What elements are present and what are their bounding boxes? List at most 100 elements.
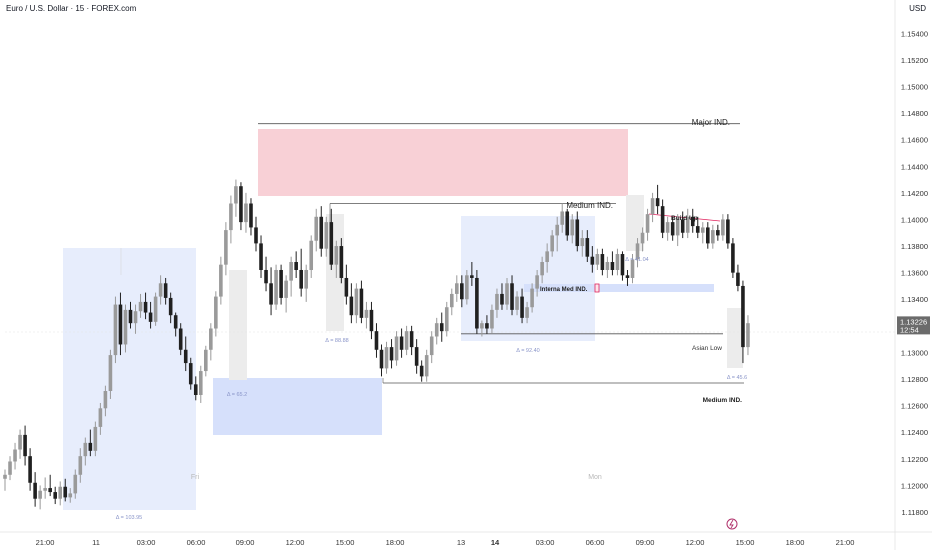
candle [731,238,735,278]
candle-body [394,336,399,361]
x-tick-label: 11 [92,538,100,547]
candle [695,216,700,239]
label-build-up: Build Up [671,215,698,222]
candle [113,296,118,364]
candle [630,254,635,284]
y-tick-label: 1.14200 [901,189,928,198]
candle-body [475,277,479,329]
candle-body [690,216,695,227]
candle [665,216,670,241]
candle-body [670,222,675,236]
candle-body [409,331,414,348]
candle-body [570,219,575,236]
candle-body [530,288,534,308]
candle-body [695,226,700,233]
candle [409,325,414,356]
candle-body [505,283,509,305]
candle [198,365,203,403]
candle-body [635,243,640,260]
candle-body [364,309,369,318]
candle-body [68,493,73,498]
candle [675,214,680,247]
candle-body [711,230,715,244]
candle [133,304,138,334]
candle [640,227,645,252]
candle [309,235,314,278]
candle [123,304,128,353]
range-box-fri-open [229,270,247,380]
candle-body [731,243,735,273]
label-interna-med: Interna Med IND. [540,287,588,293]
candle [13,442,17,470]
candle [93,421,98,457]
candle-body [153,296,158,322]
candle-body [404,331,409,350]
candle-body [455,283,459,294]
candle [444,301,449,337]
candle-body [78,456,83,475]
candle [746,315,750,356]
candle-body [630,259,635,278]
candle [53,486,57,505]
candle-body [103,391,108,409]
zones-layer [63,129,743,510]
candle [143,292,148,320]
candle [108,349,113,399]
candle-body [625,275,630,278]
candle-body [209,328,213,350]
candle [460,275,464,308]
candle-body [510,283,514,310]
candle-body [610,262,615,270]
candle-body [148,312,153,322]
candle [329,208,334,270]
candle-body [274,269,278,305]
candle-body [244,203,248,223]
candle [158,275,163,305]
y-tick-label: 1.13000 [901,348,928,357]
session-label-fri: Fri [191,474,200,481]
candle [28,448,32,491]
candle [525,301,529,324]
candle-body [239,186,243,223]
candle-body [665,222,670,233]
candle [550,230,554,257]
candle-body [700,227,705,233]
candle [439,312,444,342]
price-badge [897,316,930,335]
candle-body [158,283,163,297]
x-tick-label: 09:00 [636,538,655,547]
candle [18,429,22,459]
candle-body [13,449,17,462]
candle-body [113,304,118,356]
candle [299,248,303,297]
candle-body [746,323,750,348]
candle [369,301,374,340]
candle [209,323,213,361]
candle [530,283,534,313]
candle [600,248,605,276]
candle [404,325,409,356]
x-tick-label: 12:00 [686,538,705,547]
y-tick-label: 1.14400 [901,162,928,171]
candle-body [465,275,469,300]
candle [510,275,514,316]
candle [204,345,208,377]
candle-body [344,277,349,297]
candle-body [349,296,354,316]
event-marker-bolt [729,519,734,529]
candle-body [600,254,605,270]
candle [78,448,83,483]
candle-body [515,296,519,310]
candle [685,208,690,239]
candle [118,292,123,356]
x-tick-label: 12:00 [286,538,305,547]
candle-body [550,235,554,252]
x-tick-label: 09:00 [236,538,255,547]
candle [555,216,559,252]
candle-body [219,264,223,297]
candle [254,216,258,252]
candle-body [640,232,645,244]
x-tick-label: 21:00 [36,538,55,547]
candle-body [128,309,133,324]
